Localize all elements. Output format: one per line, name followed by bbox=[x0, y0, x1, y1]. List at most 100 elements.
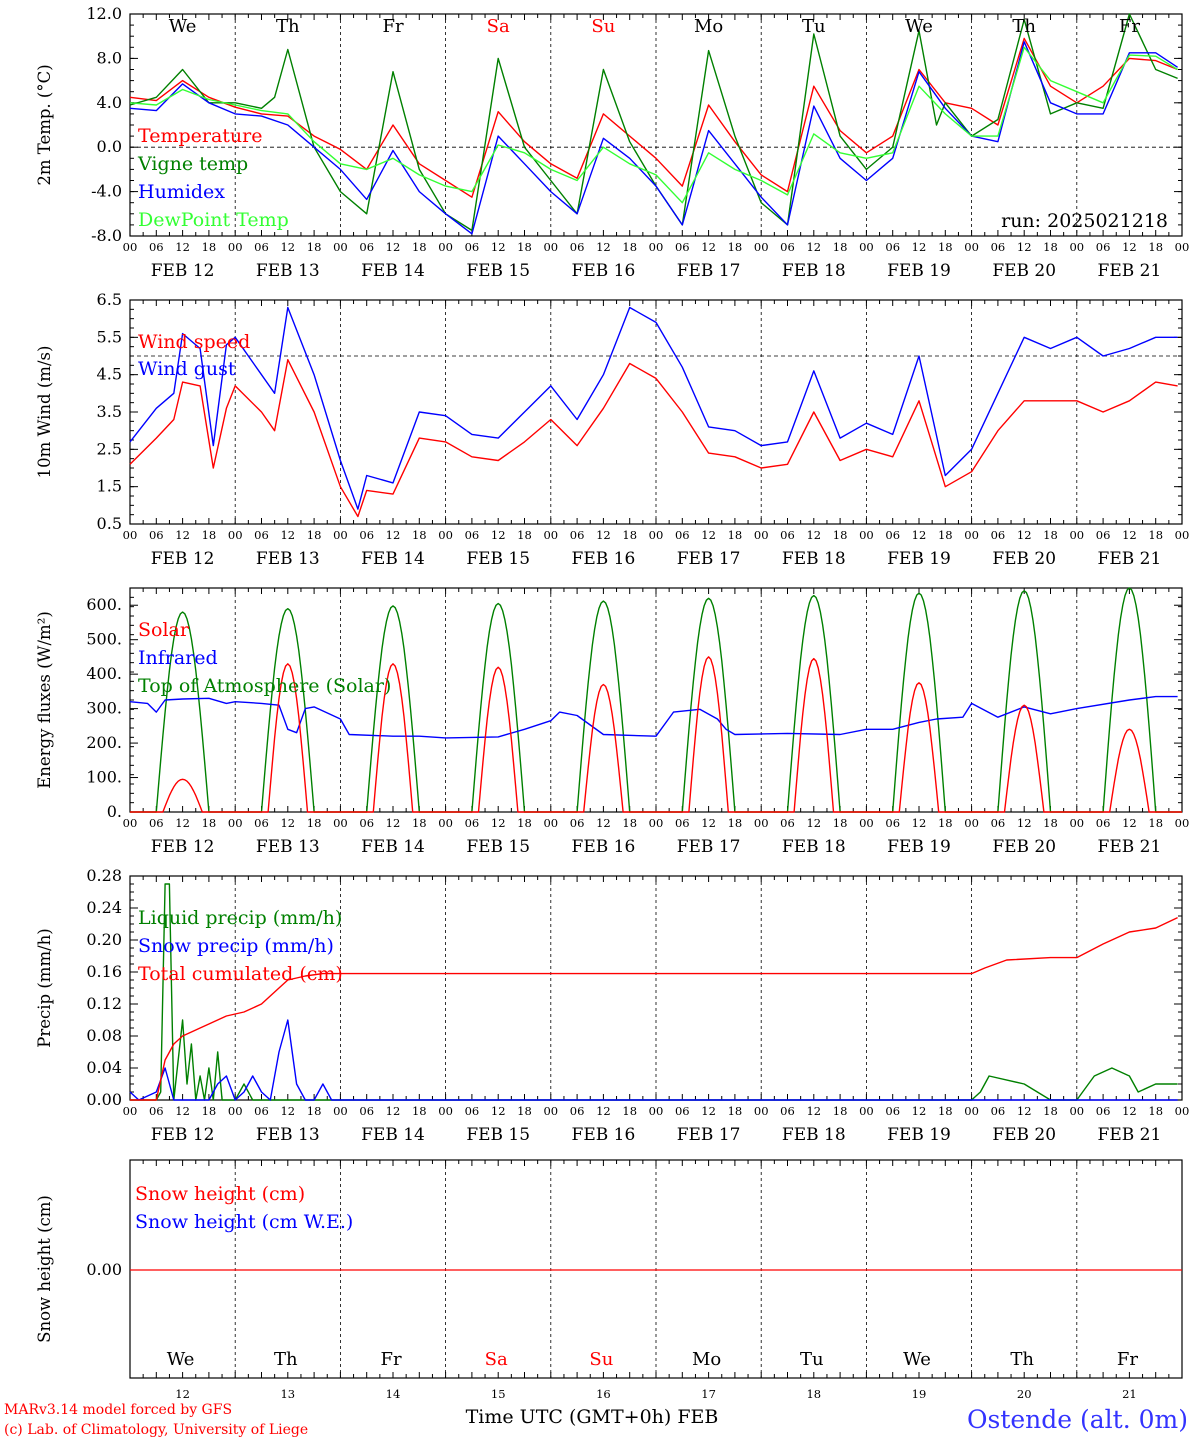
hour-tick-label: 00 bbox=[333, 240, 348, 254]
date-label: FEB 15 bbox=[466, 837, 530, 857]
hour-tick-label: 18 bbox=[412, 816, 427, 830]
legend-entry: Top of Atmosphere (Solar) bbox=[138, 675, 391, 697]
hour-tick-label: 00 bbox=[649, 816, 664, 830]
date-label: FEB 19 bbox=[887, 549, 951, 569]
hour-tick-label: 00 bbox=[1175, 528, 1190, 542]
hour-tick-label: 18 bbox=[622, 240, 637, 254]
legend-entry: Snow height (cm W.E.) bbox=[135, 1211, 353, 1233]
hour-tick-label: 06 bbox=[780, 1104, 795, 1118]
hour-tick-label: 06 bbox=[675, 816, 690, 830]
hour-tick-label: 18 bbox=[938, 816, 953, 830]
station-label: Ostende (alt. 0m) bbox=[967, 1405, 1188, 1434]
hour-tick-label: 00 bbox=[964, 528, 979, 542]
date-label: FEB 15 bbox=[466, 261, 530, 281]
hour-tick-label: 18 bbox=[307, 240, 322, 254]
day-number-label: 14 bbox=[386, 1387, 401, 1401]
hour-tick-label: 12 bbox=[386, 1104, 401, 1118]
hour-tick-label: 12 bbox=[1017, 816, 1032, 830]
hour-tick-label: 06 bbox=[465, 1104, 480, 1118]
hour-tick-label: 18 bbox=[1148, 528, 1163, 542]
hour-tick-label: 12 bbox=[596, 816, 611, 830]
hour-tick-label: 00 bbox=[1175, 816, 1190, 830]
series-line bbox=[129, 1019, 1178, 1101]
y-tick-label: 300. bbox=[86, 699, 122, 718]
y-tick-label: 600. bbox=[86, 595, 122, 614]
hour-tick-label: 06 bbox=[675, 528, 690, 542]
hour-tick-label: 12 bbox=[1122, 1104, 1137, 1118]
legend-entry: DewPoint Temp bbox=[138, 209, 289, 231]
hour-tick-label: 06 bbox=[991, 240, 1006, 254]
hour-tick-label: 12 bbox=[806, 1104, 821, 1118]
series-line bbox=[129, 41, 1178, 235]
hour-tick-label: 06 bbox=[149, 1104, 164, 1118]
hour-tick-label: 12 bbox=[280, 240, 295, 254]
hour-tick-label: 06 bbox=[885, 240, 900, 254]
weekday-label: Mo bbox=[692, 1349, 721, 1370]
weekday-label: Th bbox=[276, 16, 300, 37]
weekday-label: Sa bbox=[485, 1349, 508, 1370]
hour-tick-label: 06 bbox=[885, 528, 900, 542]
hour-tick-label: 06 bbox=[254, 528, 269, 542]
y-tick-label: 0.12 bbox=[86, 994, 122, 1013]
hour-tick-label: 18 bbox=[622, 816, 637, 830]
y-tick-label: 1.5 bbox=[97, 477, 122, 496]
date-label: FEB 13 bbox=[256, 261, 320, 281]
hour-tick-label: 12 bbox=[701, 816, 716, 830]
hour-tick-label: 00 bbox=[1175, 1104, 1190, 1118]
hour-tick-label: 00 bbox=[228, 528, 243, 542]
y-tick-label: 0.28 bbox=[86, 866, 122, 885]
hour-tick-label: 18 bbox=[938, 1104, 953, 1118]
series-line bbox=[130, 916, 1178, 1101]
hour-tick-label: 18 bbox=[307, 1104, 322, 1118]
date-label: FEB 14 bbox=[361, 837, 425, 857]
hour-tick-label: 18 bbox=[202, 528, 217, 542]
day-number-label: 19 bbox=[912, 1387, 927, 1401]
hour-tick-label: 18 bbox=[517, 816, 532, 830]
y-tick-label: 2.5 bbox=[97, 439, 122, 458]
hour-tick-label: 18 bbox=[1043, 1104, 1058, 1118]
series-line bbox=[129, 37, 1178, 198]
hour-tick-label: 00 bbox=[228, 816, 243, 830]
hour-tick-label: 00 bbox=[543, 528, 558, 542]
day-number-label: 16 bbox=[596, 1387, 611, 1401]
hour-tick-label: 00 bbox=[228, 1104, 243, 1118]
hour-tick-label: 00 bbox=[964, 1104, 979, 1118]
weekday-label: We bbox=[169, 16, 197, 37]
hour-tick-label: 12 bbox=[1017, 528, 1032, 542]
hour-tick-label: 06 bbox=[465, 528, 480, 542]
hour-tick-label: 06 bbox=[254, 1104, 269, 1118]
date-label: FEB 20 bbox=[992, 261, 1056, 281]
y-tick-label: 0.24 bbox=[86, 898, 122, 917]
legend-entry: Solar bbox=[138, 619, 190, 641]
y-axis-label: Energy fluxes (W/m²) bbox=[35, 611, 54, 789]
hour-tick-label: 06 bbox=[359, 1104, 374, 1118]
date-label: FEB 17 bbox=[677, 549, 741, 569]
hour-tick-label: 12 bbox=[1122, 528, 1137, 542]
hour-tick-label: 12 bbox=[175, 1104, 190, 1118]
weekday-label: We bbox=[905, 16, 933, 37]
y-tick-label: -8.0 bbox=[91, 226, 122, 245]
y-tick-label: 4.0 bbox=[97, 93, 122, 112]
plot-frame bbox=[129, 587, 1183, 813]
hour-tick-label: 18 bbox=[307, 528, 322, 542]
date-label: FEB 17 bbox=[677, 1125, 741, 1145]
hour-tick-label: 06 bbox=[991, 528, 1006, 542]
series-line bbox=[129, 306, 1178, 510]
hour-tick-label: 18 bbox=[938, 528, 953, 542]
weekday-label: Fr bbox=[1119, 16, 1140, 37]
weekday-label: Th bbox=[1012, 16, 1036, 37]
date-label: FEB 18 bbox=[782, 261, 846, 281]
day-number-label: 15 bbox=[491, 1387, 506, 1401]
hour-tick-label: 06 bbox=[254, 240, 269, 254]
series-line bbox=[129, 695, 1178, 739]
hour-tick-label: 12 bbox=[1017, 1104, 1032, 1118]
legend-entry: Snow height (cm) bbox=[135, 1183, 305, 1205]
hour-tick-label: 12 bbox=[491, 1104, 506, 1118]
date-label: FEB 16 bbox=[572, 1125, 636, 1145]
date-label: FEB 13 bbox=[256, 1125, 320, 1145]
date-label: FEB 21 bbox=[1098, 261, 1162, 281]
date-label: FEB 20 bbox=[992, 549, 1056, 569]
hour-tick-label: 06 bbox=[149, 240, 164, 254]
date-label: FEB 12 bbox=[151, 837, 215, 857]
hour-tick-label: 06 bbox=[1096, 816, 1111, 830]
